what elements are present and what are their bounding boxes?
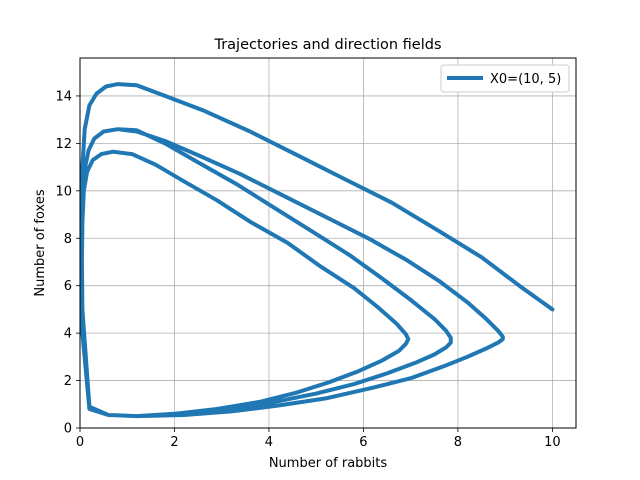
y-tick-label: 2 xyxy=(64,374,72,389)
grid-lines xyxy=(79,58,576,429)
axis-ticks: 0 2 4 6 8 10 0 2 4 6 8 10 12 14 xyxy=(55,89,560,450)
y-tick-label: 0 xyxy=(64,422,72,437)
y-tick-label: 4 xyxy=(64,327,72,342)
plot-area xyxy=(79,82,555,419)
y-tick-label: 6 xyxy=(64,279,72,294)
legend-box xyxy=(440,64,570,93)
trajectory-line xyxy=(79,82,555,419)
chart-title: Trajectories and direction fields xyxy=(213,37,441,53)
x-tick-label: 6 xyxy=(359,435,367,450)
legend-label: X0=(10, 5) xyxy=(490,72,561,87)
x-tick-label: 10 xyxy=(544,435,561,450)
x-axis-label: Number of rabbits xyxy=(269,456,388,471)
x-tick-label: 0 xyxy=(76,435,84,450)
y-tick-label: 10 xyxy=(55,184,72,199)
x-tick-label: 2 xyxy=(170,435,178,450)
y-tick-label: 8 xyxy=(64,232,72,247)
y-tick-label: 12 xyxy=(55,137,72,152)
x-tick-label: 8 xyxy=(454,435,462,450)
axes-frame xyxy=(79,57,577,429)
y-tick-label: 14 xyxy=(55,89,72,104)
x-tick-label: 4 xyxy=(265,435,273,450)
y-axis-label: Number of foxes xyxy=(33,189,48,296)
legend: X0=(10, 5) xyxy=(440,64,570,93)
